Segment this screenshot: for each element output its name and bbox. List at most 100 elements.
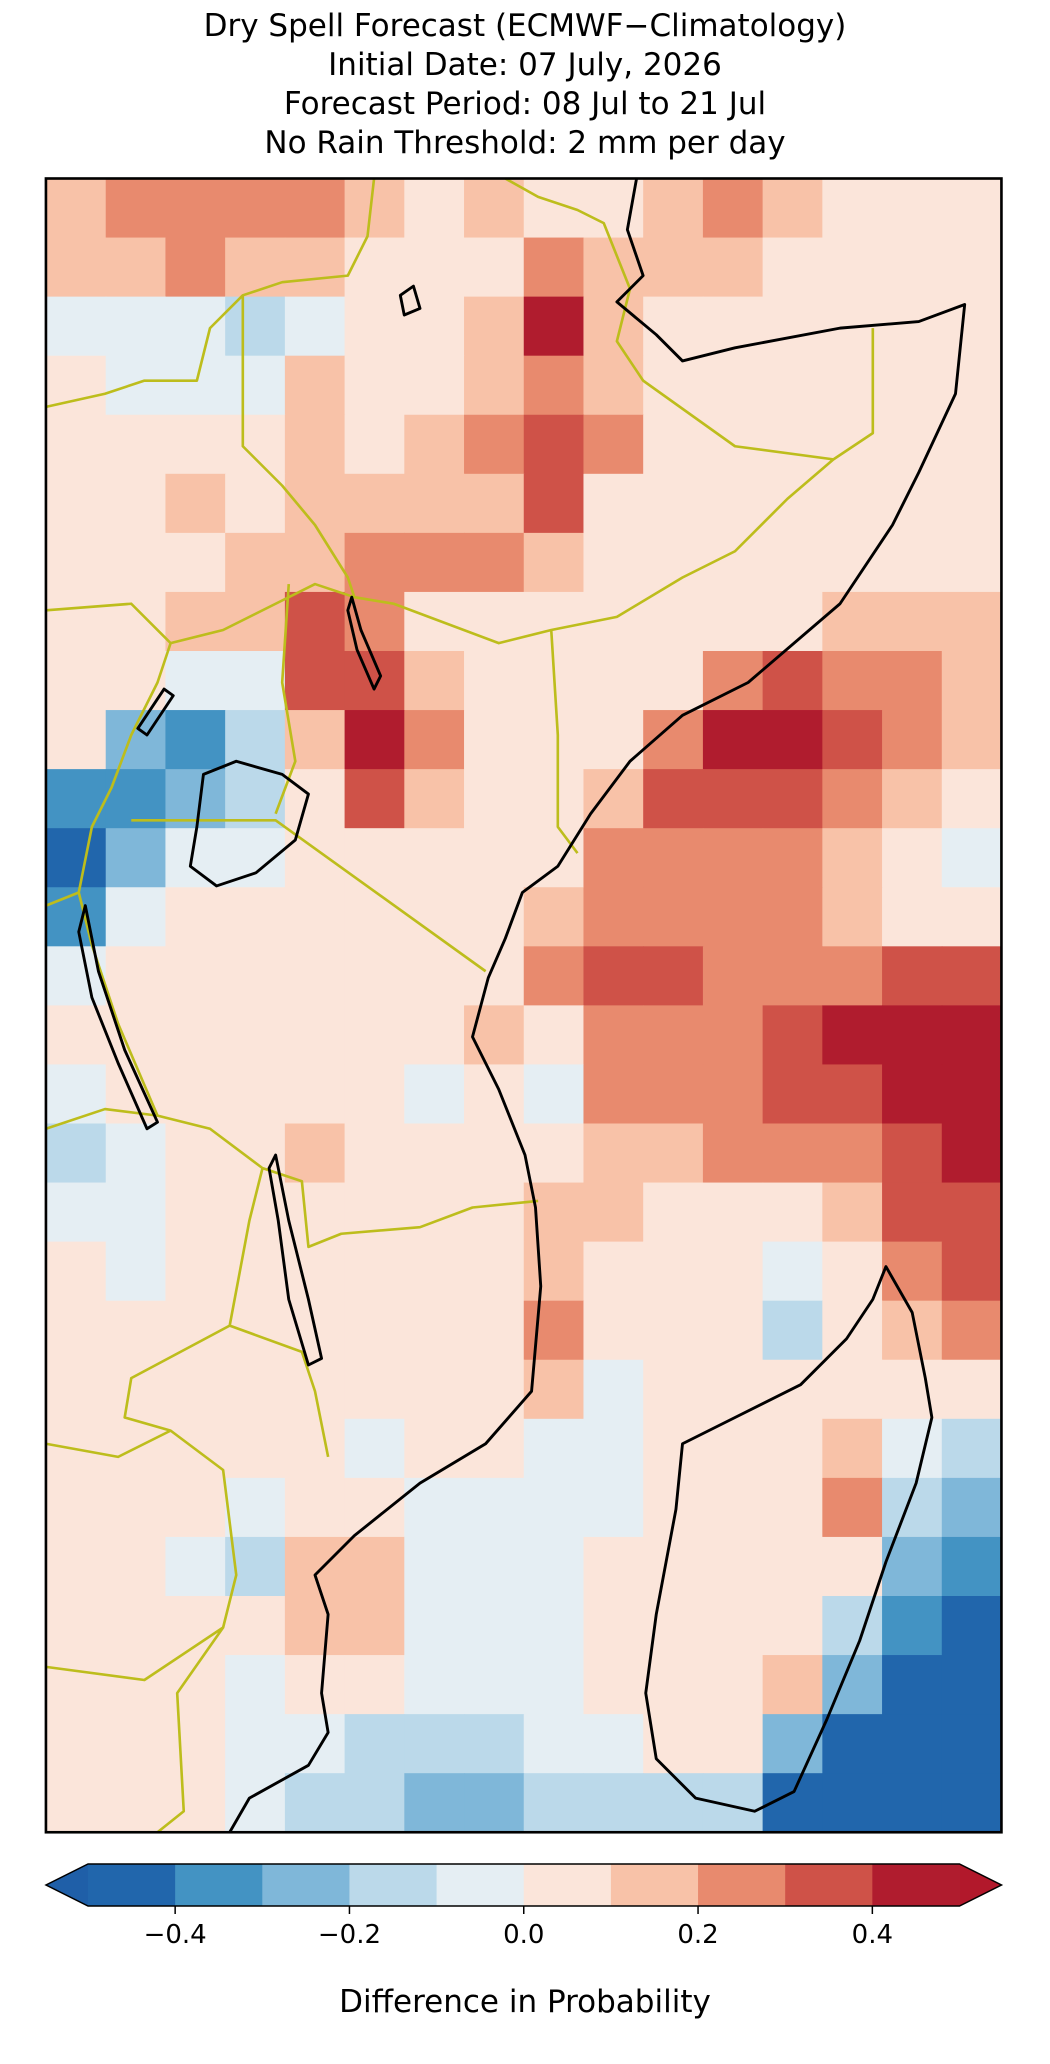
lake-malawi	[267, 1153, 324, 1367]
grid-cell	[762, 237, 823, 298]
grid-cell	[583, 532, 644, 593]
grid-cell	[762, 1477, 823, 1538]
grid-cell	[464, 1714, 525, 1774]
grid-cell	[941, 1596, 1003, 1656]
grid-cell	[344, 946, 405, 1006]
grid-cell	[284, 178, 346, 239]
grid-cell	[583, 710, 644, 770]
grid-cell	[464, 355, 525, 416]
grid-cell	[523, 769, 585, 829]
grid-cell	[105, 237, 167, 298]
grid-cell	[702, 769, 764, 829]
grid-cell	[404, 1536, 465, 1597]
grid-cell	[225, 473, 286, 534]
grid-cell	[882, 946, 943, 1006]
grid-cell	[344, 355, 405, 416]
grid-cell	[165, 1300, 226, 1361]
grid-cell	[523, 1418, 585, 1479]
grid-cell	[762, 710, 823, 770]
grid-cell	[583, 1773, 644, 1833]
grid-cell	[583, 296, 644, 357]
grid-cell	[225, 178, 286, 239]
grid-cell	[225, 1596, 286, 1656]
grid-cell	[165, 1714, 226, 1774]
grid-cell	[583, 1596, 644, 1656]
grid-cell	[882, 1182, 943, 1243]
grid-cell	[941, 414, 1003, 475]
grid-cell	[941, 1123, 1003, 1184]
grid-cell	[702, 1655, 764, 1715]
grid-cell	[822, 1182, 883, 1243]
grid-cell	[523, 1477, 585, 1538]
grid-cell	[165, 651, 226, 711]
grid-cell	[822, 651, 883, 711]
grid-cell	[643, 1123, 704, 1184]
grid-cell	[822, 946, 883, 1006]
grid-cell	[344, 828, 405, 888]
grid-cell	[344, 1123, 405, 1184]
grid-cell	[762, 1714, 823, 1774]
colorbar-segment	[610, 1864, 699, 1906]
grid-cell	[882, 532, 943, 593]
grid-cell	[643, 1536, 704, 1597]
grid-cell	[583, 1536, 644, 1597]
grid-cell	[404, 1300, 465, 1361]
grid-cell	[583, 1064, 644, 1125]
grid-cell	[46, 1655, 107, 1715]
grid-cell	[225, 1064, 286, 1125]
grid-cell	[464, 178, 525, 239]
grid-cell	[702, 887, 764, 947]
grid-cell	[344, 296, 405, 357]
grid-cell	[284, 414, 346, 475]
grid-cell	[523, 1536, 585, 1597]
grid-cell	[523, 473, 585, 534]
grid-cell	[523, 1123, 585, 1184]
grid-cell	[46, 946, 107, 1006]
colorbar-segment	[436, 1864, 525, 1906]
grid-cell	[941, 946, 1003, 1006]
grid-cell	[105, 532, 167, 593]
grid-cell	[404, 591, 465, 652]
grid-cell	[404, 1064, 465, 1125]
grid-cell	[643, 1655, 704, 1715]
grid-cell	[344, 1418, 405, 1479]
grid-cell	[523, 414, 585, 475]
grid-cell	[105, 1714, 167, 1774]
grid-cell	[404, 1418, 465, 1479]
grid-cell	[941, 591, 1003, 652]
grid-cell	[284, 1123, 346, 1184]
grid-cell	[344, 1300, 405, 1361]
grid-cell	[643, 1182, 704, 1243]
grid-cell	[46, 1064, 107, 1125]
grid-cell	[822, 828, 883, 888]
grid-cell	[46, 1241, 107, 1302]
grid-cell	[165, 532, 226, 593]
grid-cell	[941, 473, 1003, 534]
grid-cell	[822, 1359, 883, 1420]
grid-cell	[344, 710, 405, 770]
grid-cell	[225, 355, 286, 416]
grid-cell	[46, 828, 107, 888]
grid-cell	[165, 1005, 226, 1066]
grid-cell	[882, 1714, 943, 1774]
grid-cell	[882, 1773, 943, 1833]
grid-cell	[404, 1359, 465, 1420]
grid-cell	[344, 414, 405, 475]
grid-cell	[344, 1477, 405, 1538]
map-frame	[44, 177, 1003, 1834]
grid-cell	[464, 769, 525, 829]
grid-cell	[464, 414, 525, 475]
grid-cell	[583, 1655, 644, 1715]
grid-cell	[583, 1123, 644, 1184]
grid-cell	[882, 355, 943, 416]
grid-cell	[46, 473, 107, 534]
grid-cell	[762, 1123, 823, 1184]
grid-cell	[762, 828, 823, 888]
grid-cell	[46, 1714, 107, 1774]
grid-cell	[165, 887, 226, 947]
grid-cell	[523, 1655, 585, 1715]
grid-cell	[941, 1359, 1003, 1420]
grid-cell	[225, 1005, 286, 1066]
grid-cell	[523, 1596, 585, 1656]
grid-cell	[882, 1418, 943, 1479]
